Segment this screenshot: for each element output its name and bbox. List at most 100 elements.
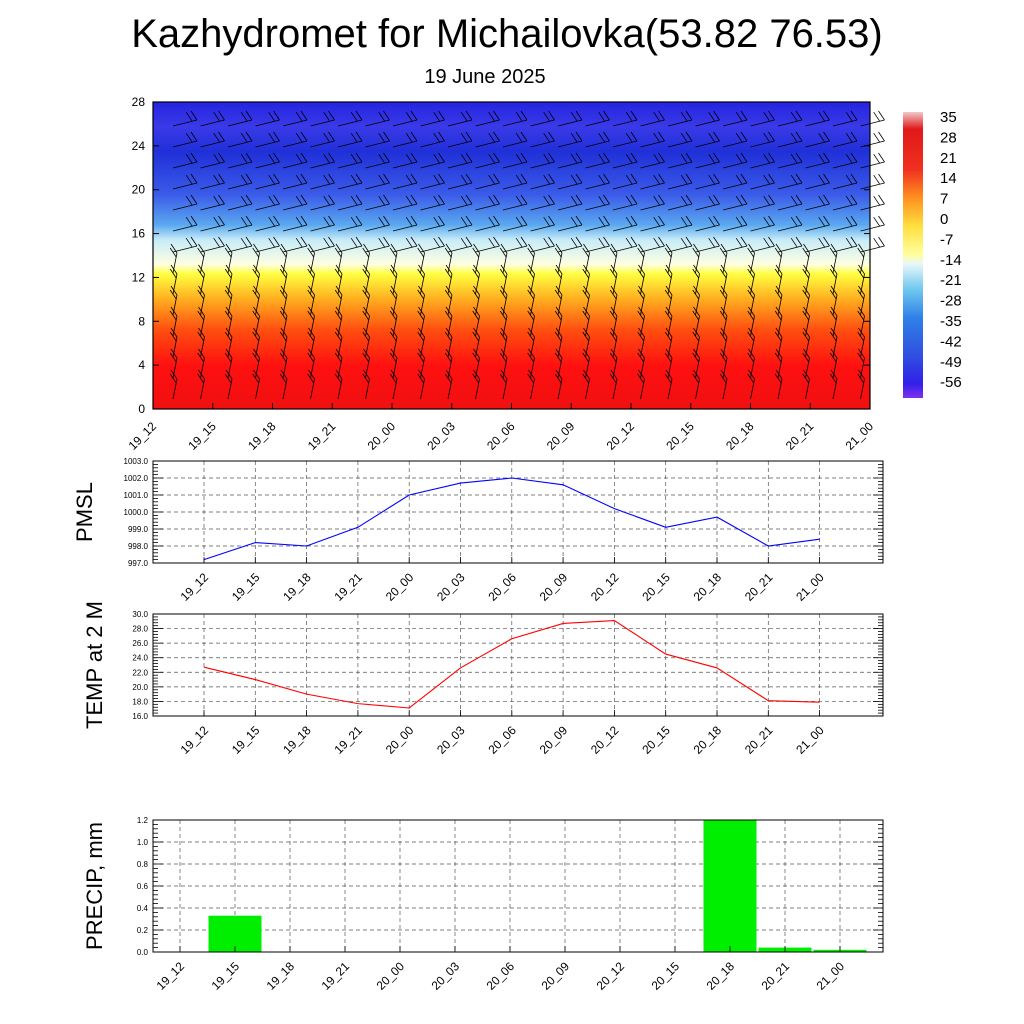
colorbar-label: -21 (940, 272, 962, 289)
precip-y-tick-label: 1.2 (137, 816, 149, 825)
pmsl-panel: 997.0 998.0 999.0 1000.0 1001.0 1002.0 1003.0 1… (72, 457, 884, 604)
wind-barb (777, 215, 803, 232)
wind-barb (832, 173, 858, 190)
colorbar-label: 14 (940, 170, 957, 187)
wind-barb (530, 173, 555, 190)
wind-barb (805, 131, 830, 148)
precip-y-tick-label: 0.4 (137, 904, 149, 913)
wind-barb (530, 236, 555, 253)
wind-barb (282, 173, 308, 190)
wind-barb (557, 215, 583, 232)
precip-y-tick-label: 0.0 (137, 948, 149, 957)
wind-barb (310, 194, 335, 211)
pmsl-x-tick-label: 20_21 (742, 570, 776, 604)
wind-barb (530, 110, 555, 127)
wind-barb (667, 236, 693, 253)
wind-barb (200, 215, 225, 232)
wind-barb (805, 215, 830, 232)
wind-barb (805, 194, 830, 211)
wind-barb (227, 194, 253, 211)
pmsl-y-tick-label: 1001.0 (124, 491, 149, 500)
pmsl-y-tick-label: 1002.0 (124, 474, 149, 483)
wind-barb (860, 236, 885, 253)
wind-barb (585, 131, 610, 148)
xsec-y-tick-label: 4 (138, 358, 145, 372)
precip-x-tick-label: 20_06 (484, 959, 518, 993)
wind-barb (557, 131, 583, 148)
xsec-x-tick-label: 20_15 (663, 419, 697, 453)
wind-barb (832, 131, 858, 148)
pmsl-y-tick-label: 998.0 (128, 542, 149, 551)
wind-barb (502, 131, 528, 148)
precip-bar (703, 820, 757, 952)
wind-barb (530, 215, 555, 232)
wind-barb (310, 215, 335, 232)
pmsl-x-tick-label: 19_12 (178, 570, 212, 604)
xsec-x-tick-label: 20_21 (783, 419, 817, 453)
wind-barb (420, 236, 445, 253)
xsec-panel: 0 4 8 12 16 20 24 28 19_12 19_15 19_18 19_21 20_00 2… (126, 95, 885, 453)
xsec-x-tick-label: 20_18 (723, 419, 757, 453)
xsec-y-tick-label: 0 (138, 402, 145, 416)
wind-barb (502, 194, 528, 211)
xsec-x-tick-label: 20_09 (544, 419, 578, 453)
temp2m-x-tick-label: 20_12 (588, 723, 622, 757)
wind-barb (832, 236, 858, 253)
temp2m-y-tick-label: 18.0 (132, 697, 148, 706)
wind-barb (612, 131, 638, 148)
pmsl-x-tick-label: 20_03 (434, 570, 468, 604)
wind-barb (392, 236, 418, 253)
temp2m-y-tick-label: 16.0 (132, 712, 148, 721)
wind-barb (172, 215, 198, 232)
xsec-x-tick-label: 19_12 (126, 419, 160, 453)
temp2m-y-tick-label: 22.0 (132, 668, 148, 677)
wind-barb (447, 173, 473, 190)
wind-barb (750, 152, 775, 169)
wind-barb (502, 152, 528, 169)
wind-barb (420, 215, 445, 232)
wind-barb (530, 194, 555, 211)
chart-title: Kazhydromet for Michailovka(53.82 76.53) (131, 12, 883, 56)
wind-barb (750, 110, 775, 127)
wind-barb (612, 236, 638, 253)
wind-barb (227, 236, 253, 253)
temp2m-x-tick-label: 20_21 (742, 723, 776, 757)
wind-barb (227, 173, 253, 190)
wind-barb (722, 194, 748, 211)
wind-barb (585, 173, 610, 190)
wind-barb (777, 194, 803, 211)
wind-barb (200, 152, 225, 169)
precip-x-tick-label: 19_15 (209, 959, 243, 993)
temp2m-y-tick-label: 24.0 (132, 654, 148, 663)
pmsl-x-tick-label: 21_00 (793, 570, 827, 604)
precip-frame (152, 819, 884, 953)
wind-barb (667, 173, 693, 190)
wind-barb (310, 110, 335, 127)
xsec-y-tick-label: 12 (132, 270, 146, 284)
pmsl-frame (152, 460, 884, 564)
wind-barb (750, 131, 775, 148)
wind-barb (337, 215, 363, 232)
colorbar-label: -35 (940, 313, 962, 330)
wind-barb (695, 236, 720, 253)
colorbar-label: -49 (940, 354, 962, 371)
wind-barb (832, 194, 858, 211)
colorbar-label: 0 (940, 211, 948, 228)
wind-barb (805, 236, 830, 253)
pmsl-x-tick-label: 20_12 (588, 570, 622, 604)
temp2m-y-tick-label: 30.0 (132, 610, 148, 619)
xsec-x-tick-label: 20_03 (424, 419, 458, 453)
wind-barb (722, 110, 748, 127)
wind-barb (585, 152, 610, 169)
wind-barb (447, 152, 473, 169)
wind-barb (612, 194, 638, 211)
wind-barb (310, 152, 335, 169)
wind-barb (805, 152, 830, 169)
wind-barb (612, 173, 638, 190)
precip-x-tick-label: 20_00 (374, 959, 408, 993)
wind-barb (502, 215, 528, 232)
precip-x-tick-label: 20_15 (649, 959, 683, 993)
wind-barb (667, 131, 693, 148)
colorbar-label: 7 (940, 191, 948, 208)
wind-barb (310, 131, 335, 148)
